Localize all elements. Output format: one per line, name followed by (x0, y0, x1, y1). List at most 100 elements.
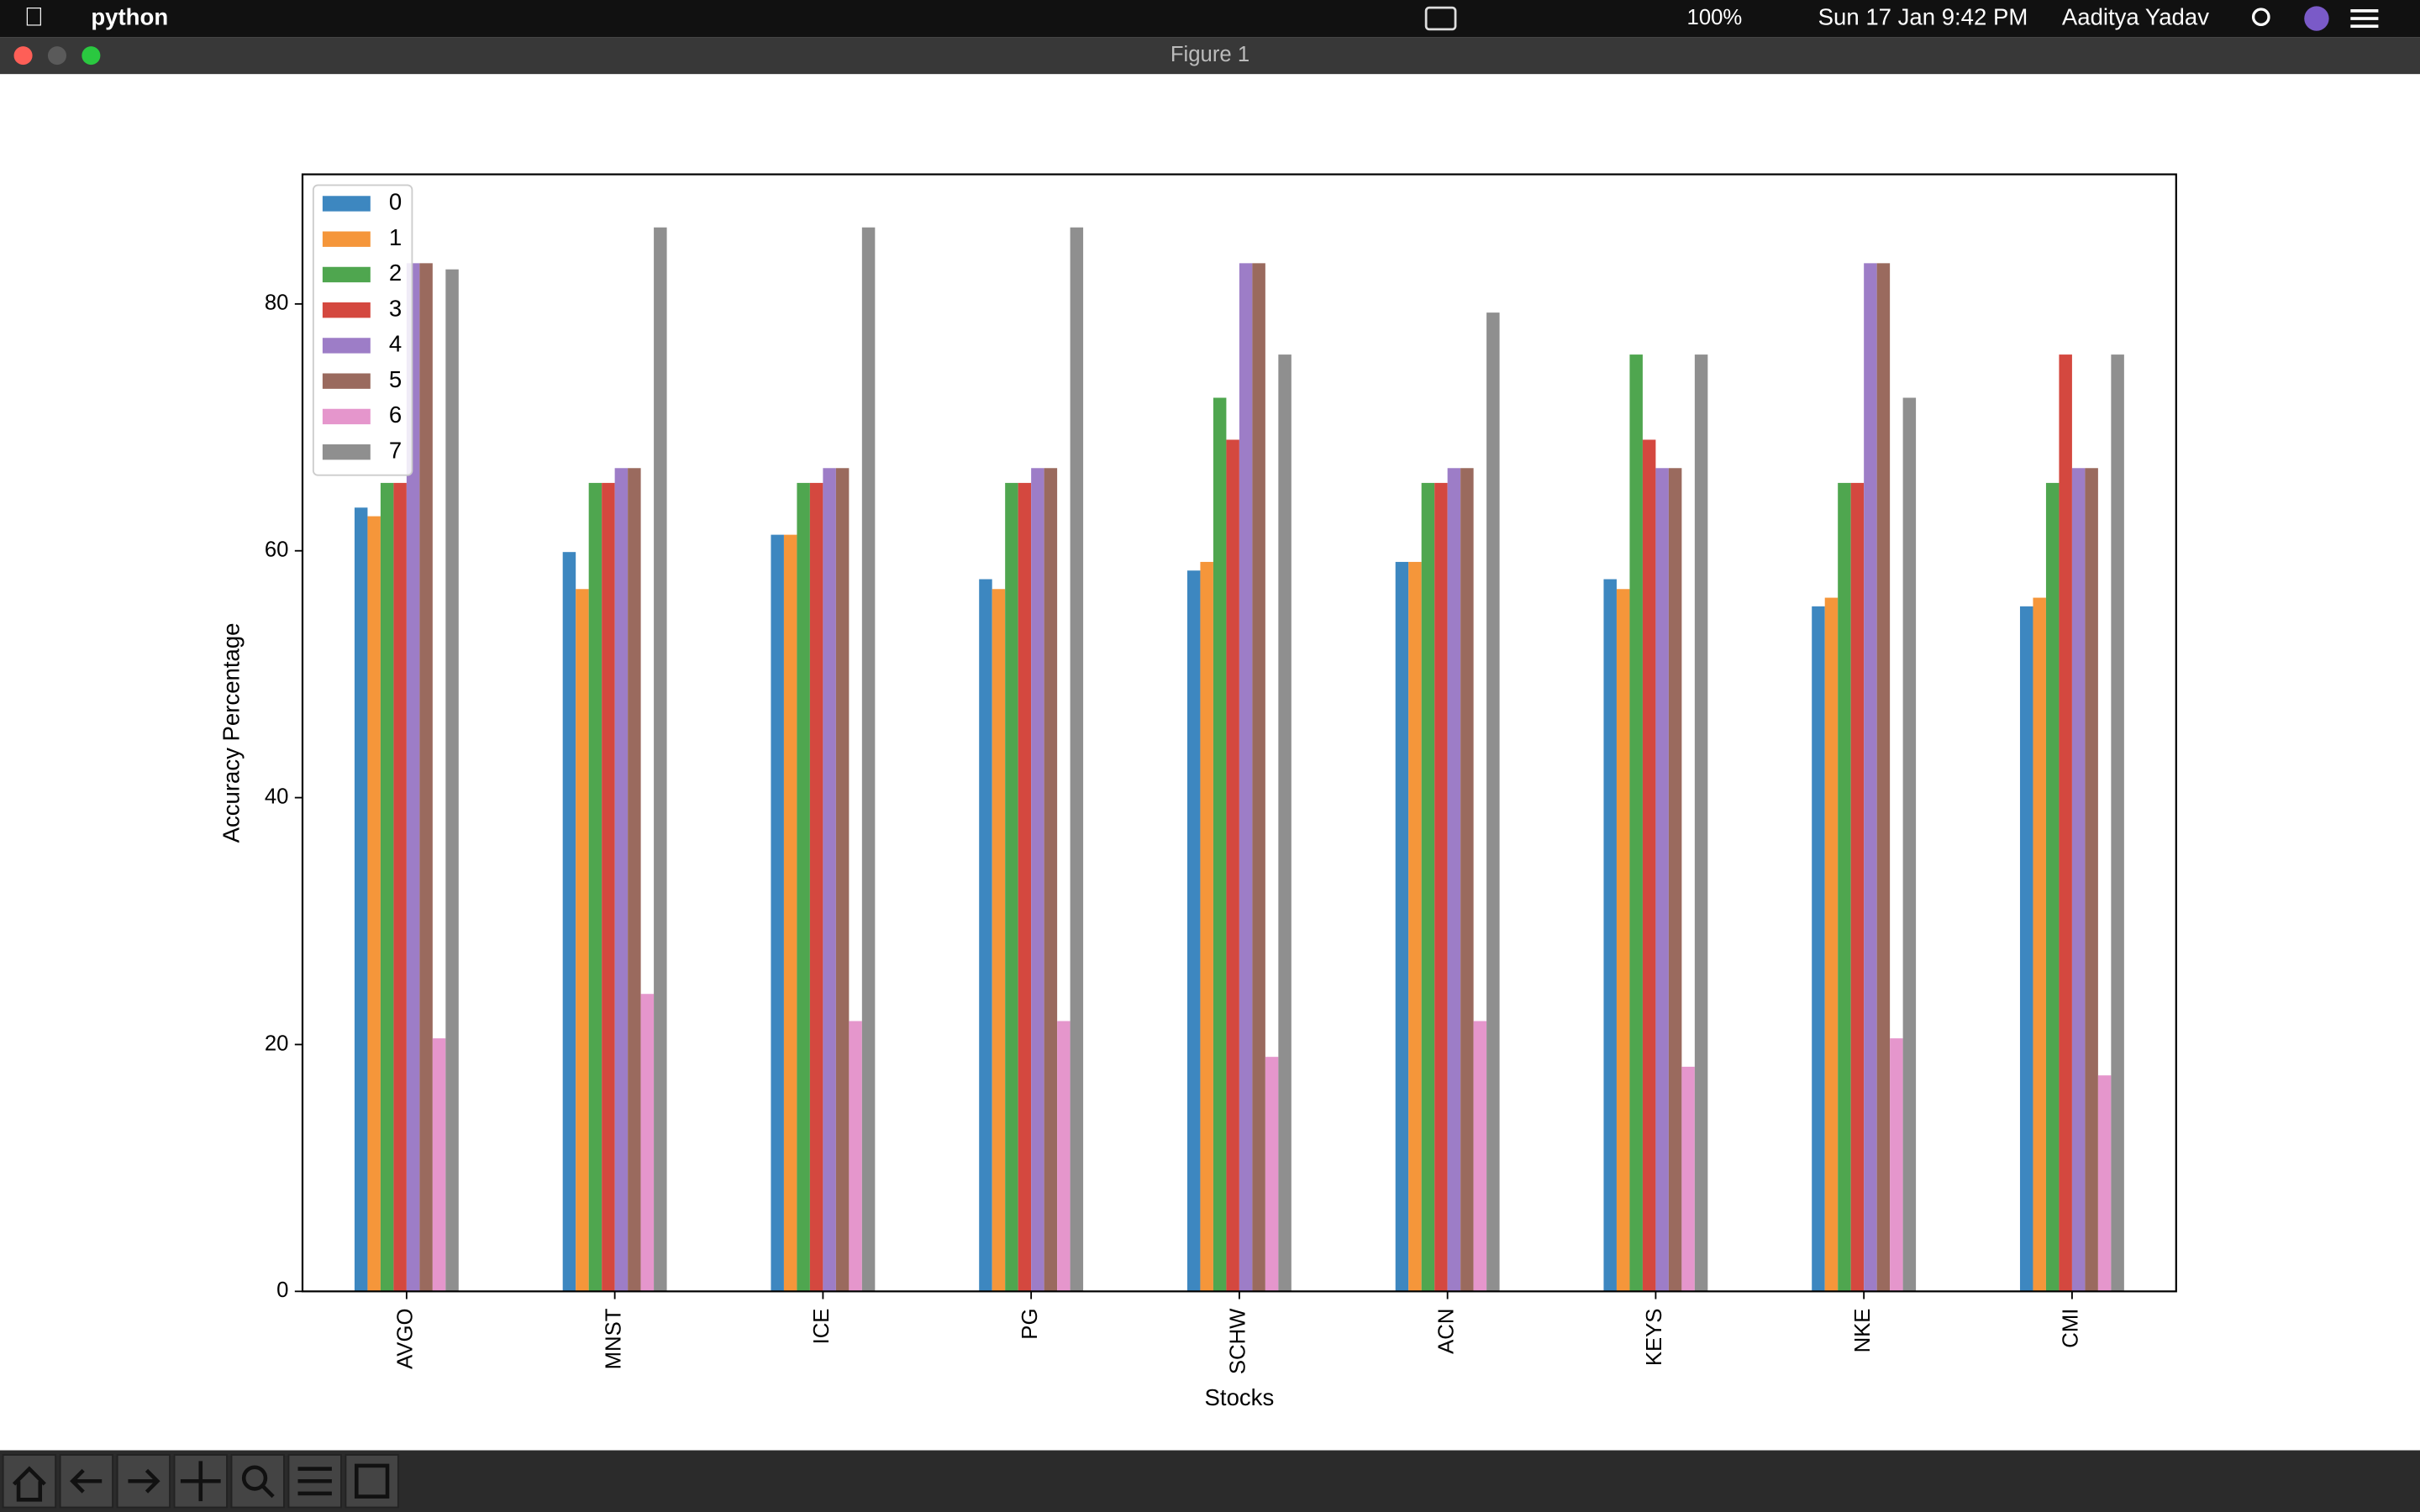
bar (992, 589, 1006, 1292)
bar (1460, 468, 1474, 1292)
bar (835, 468, 850, 1292)
bar (1838, 482, 1851, 1292)
bar (1434, 482, 1448, 1292)
bar (1655, 468, 1669, 1292)
bar (380, 482, 394, 1292)
bar (849, 1021, 862, 1292)
x-tick-label: ICE (810, 1309, 834, 1345)
bar (1239, 263, 1253, 1292)
bar (654, 227, 667, 1292)
clock[interactable]: Sun 17 Jan 9:42 PM (1818, 3, 2028, 29)
home-icon (12, 1466, 46, 1502)
bar (1200, 561, 1213, 1292)
bar (393, 482, 407, 1292)
bar (354, 507, 368, 1292)
bar (1876, 263, 1891, 1292)
notification-icon[interactable] (2350, 9, 2379, 13)
bar (1395, 561, 1409, 1292)
bar (640, 994, 655, 1292)
configure-icon (297, 1467, 332, 1496)
legend-swatch (322, 408, 371, 425)
bar (2059, 354, 2072, 1292)
zoom-icon (260, 1484, 275, 1499)
title-bar (0, 37, 2420, 75)
plot-frame (301, 173, 2177, 1293)
bar (2111, 354, 2124, 1292)
legend-label: 6 (389, 402, 402, 428)
bar (1824, 597, 1839, 1292)
legend-swatch (322, 444, 371, 460)
bar (1278, 354, 1292, 1292)
home-button[interactable] (2, 1454, 57, 1509)
bar (1850, 482, 1865, 1292)
app-menu[interactable]: python (91, 3, 168, 29)
bar (1616, 589, 1630, 1292)
x-tick-label: KEYS (1643, 1309, 1666, 1367)
y-tick-label: 20 (265, 1032, 289, 1055)
bar (861, 227, 876, 1292)
y-tick-label: 80 (265, 291, 289, 315)
legend-label: 7 (389, 437, 402, 463)
bar (2033, 597, 2046, 1292)
bar (445, 269, 459, 1292)
bar (367, 516, 381, 1292)
search-icon[interactable] (2251, 8, 2270, 27)
apple-menu[interactable]:  (24, 2, 44, 31)
zoom-button[interactable] (82, 46, 101, 66)
bar (797, 482, 810, 1292)
bar (1681, 1066, 1695, 1292)
minimize-button[interactable] (47, 46, 66, 66)
bar (1252, 263, 1265, 1292)
legend-swatch (322, 266, 371, 283)
bar (1812, 606, 1825, 1292)
bar (1265, 1057, 1279, 1292)
bar (1447, 468, 1461, 1292)
bar (1890, 1038, 1903, 1292)
bar (1902, 397, 1917, 1292)
toolbar (0, 1450, 2420, 1512)
bar (1473, 1021, 1487, 1292)
x-tick-label: NKE (1851, 1309, 1875, 1353)
save-button[interactable] (345, 1454, 399, 1509)
bar (1408, 561, 1422, 1292)
zoom-tool-button[interactable] (230, 1454, 285, 1509)
bar (1057, 1021, 1071, 1292)
bar (1018, 482, 1032, 1292)
close-button[interactable] (13, 46, 33, 66)
bar (1213, 397, 1227, 1292)
legend (312, 184, 413, 476)
bar (562, 552, 576, 1292)
bar (1031, 468, 1044, 1292)
x-tick-label: SCHW (1227, 1308, 1250, 1374)
bar (1005, 482, 1018, 1292)
user[interactable]: Aaditya Yadav (2062, 3, 2209, 29)
siri-icon[interactable] (2304, 6, 2329, 31)
bar (2019, 606, 2033, 1292)
legend-label: 4 (389, 331, 402, 357)
bar (823, 468, 836, 1292)
x-tick-label: PG (1018, 1309, 1042, 1340)
notification-icon (2350, 24, 2379, 29)
forward-icon (128, 1468, 160, 1494)
bar (1486, 312, 1500, 1292)
bar (628, 468, 641, 1292)
battery[interactable]: 100% (1687, 6, 1743, 29)
bar (588, 482, 602, 1292)
bar (614, 468, 629, 1292)
bar (1694, 354, 1708, 1292)
status-icon[interactable] (1424, 6, 1457, 31)
bar (2097, 1075, 2112, 1292)
y-tick-label: 40 (265, 785, 289, 808)
legend-label: 1 (389, 224, 402, 250)
back-icon (70, 1468, 103, 1494)
legend-swatch (322, 231, 371, 247)
legend-swatch (322, 338, 371, 354)
bar (1603, 579, 1617, 1292)
legend-swatch (322, 373, 371, 389)
bar (771, 534, 784, 1292)
bar (2085, 468, 2098, 1292)
bar (809, 482, 823, 1292)
